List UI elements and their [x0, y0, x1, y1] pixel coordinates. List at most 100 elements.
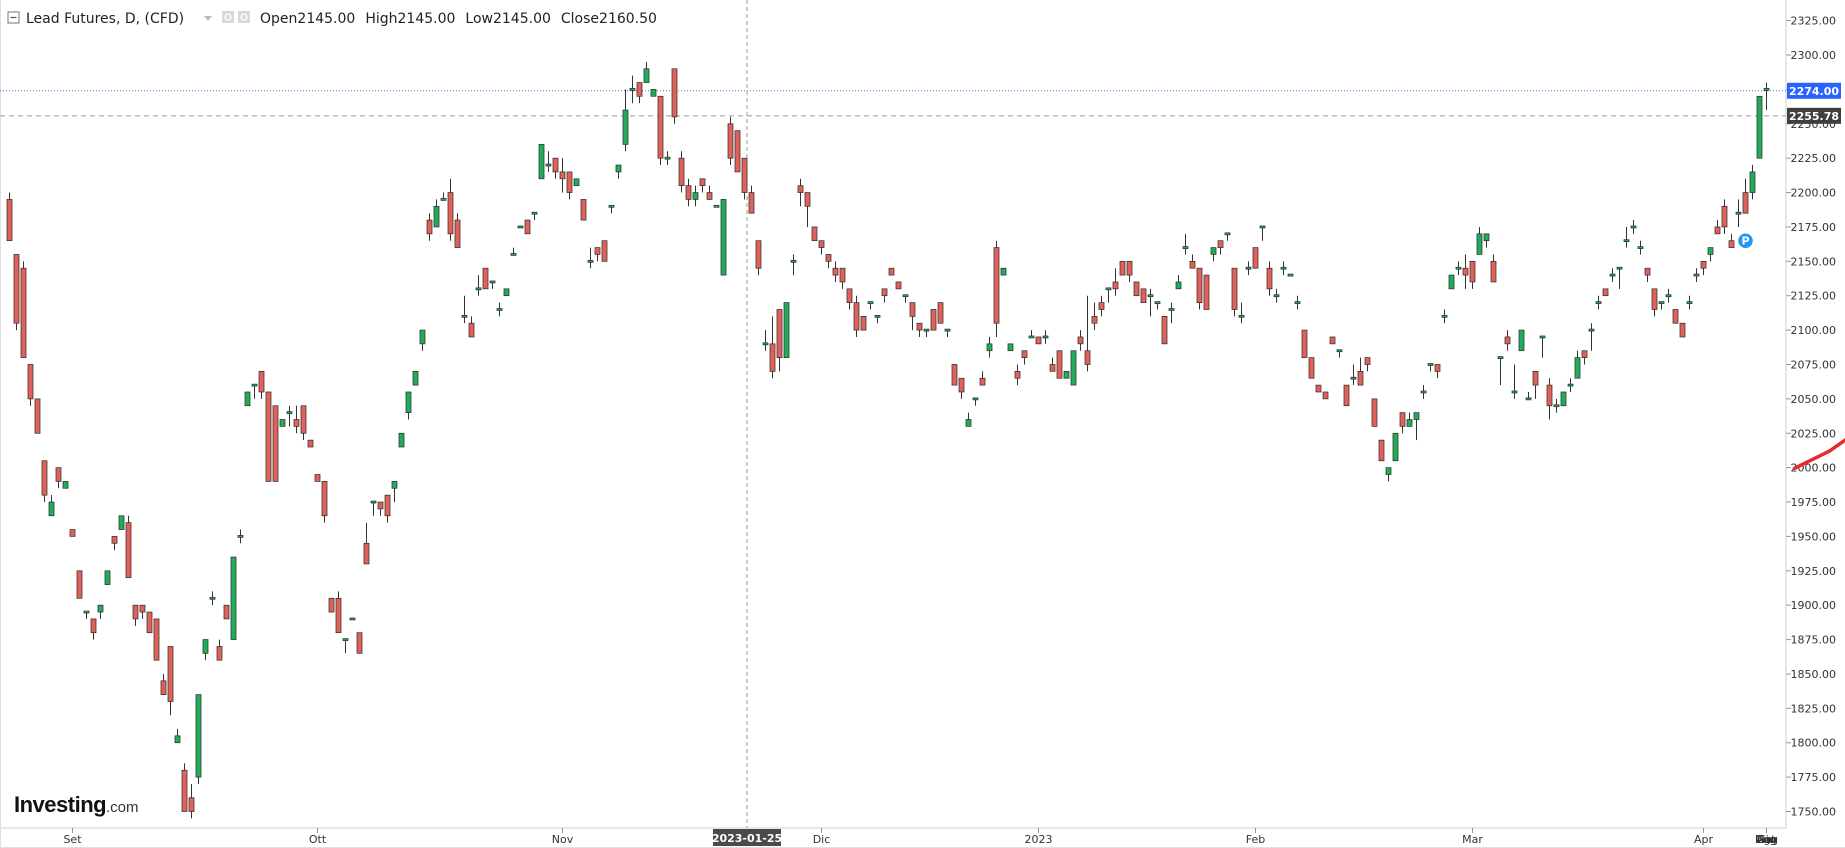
event-marker[interactable]: P: [1736, 231, 1755, 250]
candle: [587, 247, 594, 269]
candles: [6, 61, 1770, 819]
candle: [1693, 268, 1700, 282]
candle-body: [1063, 371, 1070, 379]
chevron-down-icon[interactable]: [204, 16, 212, 21]
price-tick-label: 2025.00: [1791, 427, 1837, 440]
price-tick-label: 1925.00: [1791, 565, 1837, 578]
candle-body: [895, 281, 902, 290]
candle-body: [902, 294, 909, 298]
price-tick-label: 2075.00: [1791, 358, 1837, 371]
candle: [1161, 315, 1168, 345]
candle: [1637, 240, 1644, 255]
candle-body: [1504, 336, 1511, 345]
candle: [1609, 268, 1616, 282]
crosshair-date-label: 2023-01-25: [712, 829, 782, 846]
candle-body: [1196, 267, 1203, 303]
investing-logo: Investing .com: [14, 792, 139, 817]
candle-body: [174, 735, 181, 744]
open-label: Open: [260, 11, 297, 27]
low-value: 2145.00: [493, 11, 551, 27]
candle-body: [587, 259, 594, 263]
candle-body: [496, 308, 503, 311]
candle-body: [804, 192, 811, 207]
candle: [300, 405, 307, 441]
candle: [447, 178, 454, 241]
candle: [454, 213, 461, 248]
candle: [937, 302, 944, 324]
candle-body: [1707, 247, 1714, 255]
candle-body: [349, 617, 356, 621]
candle-body: [958, 377, 965, 393]
price-axis[interactable]: 1750.00 1775.00 1800.00 1825.00 1850.00 1875.…: [1786, 15, 1836, 819]
candle-body: [762, 342, 769, 346]
candle: [1231, 267, 1238, 317]
candle: [860, 315, 867, 331]
time-tick-label: Mag: [1755, 833, 1778, 846]
candle: [1595, 295, 1602, 310]
candle-body: [41, 460, 48, 496]
candle-body: [1749, 171, 1756, 193]
candle: [468, 316, 475, 338]
candle-body: [1756, 95, 1763, 159]
candle-body: [454, 219, 461, 248]
candle: [335, 591, 342, 634]
price-tag-text: 2274.00: [1789, 85, 1839, 98]
candle-body: [629, 88, 636, 91]
candle-body: [706, 192, 713, 200]
candle-body: [1322, 391, 1329, 400]
candle: [1455, 261, 1462, 276]
candle-body: [1343, 384, 1350, 407]
candle-body: [433, 205, 440, 228]
candle-body: [447, 192, 454, 235]
candle: [160, 673, 167, 695]
candle: [314, 474, 321, 482]
candle: [1679, 322, 1686, 338]
candle-body: [1231, 267, 1238, 310]
candle-body: [27, 364, 34, 400]
candle: [1182, 233, 1189, 255]
candle-body: [1308, 357, 1315, 379]
candle-body: [13, 254, 20, 324]
candle: [496, 302, 503, 317]
candle: [1406, 412, 1413, 427]
instrument-title[interactable]: Lead Futures, D, (CFD): [26, 11, 184, 27]
candle-body: [650, 89, 657, 97]
price-tag-text: 2255.78: [1789, 110, 1839, 123]
candle-body: [83, 610, 90, 614]
candle: [1287, 273, 1294, 277]
candle: [1105, 287, 1112, 303]
price-tick-label: 1800.00: [1791, 737, 1837, 750]
candle: [1630, 220, 1637, 234]
candle-body: [1476, 233, 1483, 255]
gear-icon[interactable]: [222, 11, 234, 23]
candle: [531, 211, 538, 221]
candle: [1567, 378, 1574, 392]
candle: [769, 316, 776, 379]
candle-body: [426, 219, 433, 235]
candle: [1056, 350, 1063, 379]
candle: [83, 610, 90, 619]
time-tick-label: 2023: [1025, 833, 1053, 846]
candle: [972, 397, 979, 406]
candle: [1238, 302, 1245, 324]
candle-body: [1077, 336, 1084, 345]
candle-body: [118, 515, 125, 530]
candle: [1434, 364, 1441, 379]
square-minus-icon[interactable]: [7, 11, 20, 24]
candle: [944, 328, 951, 337]
candle-body: [566, 171, 573, 193]
candle-body: [692, 192, 699, 200]
candle-body: [839, 267, 846, 283]
candle-body: [965, 419, 972, 427]
candle-body: [1364, 357, 1371, 365]
candle: [1077, 330, 1084, 351]
candle-body: [1427, 363, 1434, 366]
time-tick-label: Apr: [1694, 833, 1714, 846]
price-tick-label: 1875.00: [1791, 634, 1837, 647]
gear-icon[interactable]: [238, 11, 250, 23]
candle: [615, 164, 622, 179]
time-tick-label: Dic: [813, 833, 831, 846]
candle: [6, 192, 13, 242]
